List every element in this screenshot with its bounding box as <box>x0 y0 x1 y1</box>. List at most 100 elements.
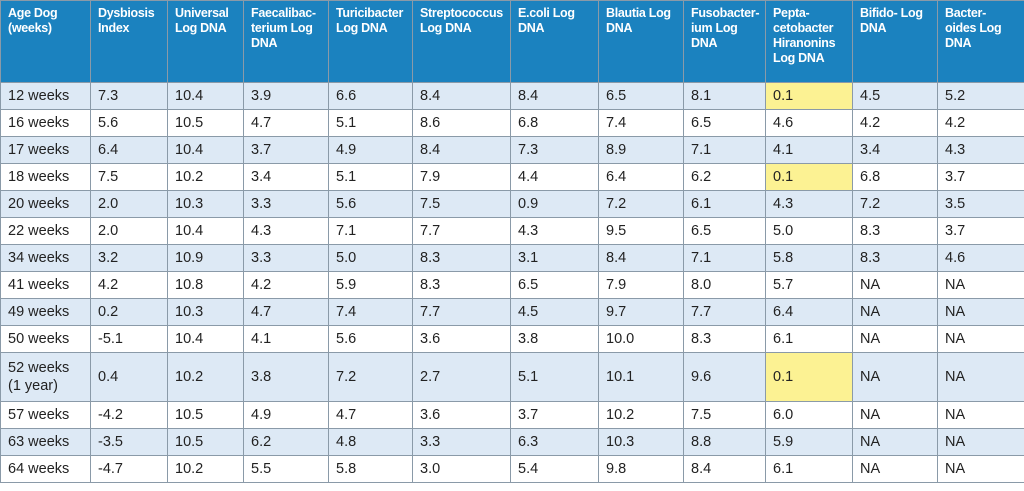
table-cell: 0.2 <box>90 298 168 326</box>
column-header: Streptococcus Log DNA <box>412 0 511 83</box>
table-cell: 4.6 <box>765 109 853 137</box>
table-cell: 9.6 <box>683 352 766 402</box>
column-header: Dysbiosis Index <box>90 0 168 83</box>
table-cell: 3.7 <box>937 217 1024 245</box>
column-header: Turicibacter Log DNA <box>328 0 413 83</box>
table-cell: 10.4 <box>167 325 244 353</box>
table-cell: NA <box>937 401 1024 429</box>
table-cell: NA <box>852 298 938 326</box>
table-cell: NA <box>937 352 1024 402</box>
table-cell: 3.6 <box>412 401 511 429</box>
table-cell: 3.7 <box>243 136 329 164</box>
table-body: 12 weeks 7.3 10.4 3.9 6.6 8.4 8.4 6.5 8.1 0.1 4.5 5… <box>0 82 1024 483</box>
row-label: 52 weeks (1 year) <box>0 352 91 402</box>
table-cell: 3.4 <box>852 136 938 164</box>
table-cell: 4.9 <box>328 136 413 164</box>
table-cell: 8.4 <box>412 136 511 164</box>
table-cell: 10.2 <box>598 401 684 429</box>
column-header: Bacter- oides Log DNA <box>937 0 1024 83</box>
table-row: 63 weeks -3.5 10.5 6.2 4.8 3.3 6.3 10.3 8.8 5.9 NA… <box>0 428 1024 456</box>
table-row: 22 weeks 2.0 10.4 4.3 7.1 7.7 4.3 9.5 6.5 5.0 8.3 3… <box>0 217 1024 245</box>
table-cell: 4.7 <box>243 109 329 137</box>
table-cell: 10.5 <box>167 401 244 429</box>
table-cell: NA <box>937 271 1024 299</box>
table-cell: 7.3 <box>90 82 168 110</box>
table-cell: 7.4 <box>328 298 413 326</box>
table-cell: 8.0 <box>683 271 766 299</box>
table-cell: 5.9 <box>328 271 413 299</box>
column-header: Bifido- Log DNA <box>852 0 938 83</box>
table-cell: 7.1 <box>683 244 766 272</box>
table-cell: 6.1 <box>765 325 853 353</box>
table-cell: NA <box>852 428 938 456</box>
table-cell: 4.2 <box>243 271 329 299</box>
table-cell: 8.4 <box>683 455 766 483</box>
table-cell: 6.6 <box>328 82 413 110</box>
column-header: Blautia Log DNA <box>598 0 684 83</box>
table-row: 50 weeks -5.1 10.4 4.1 5.6 3.6 3.8 10.0 8.3 6.1 NA… <box>0 325 1024 353</box>
table-cell: 7.9 <box>412 163 511 191</box>
table-cell: 4.1 <box>765 136 853 164</box>
table-cell: 4.7 <box>328 401 413 429</box>
table-cell: 0.1 <box>765 82 853 110</box>
table-cell: 4.9 <box>243 401 329 429</box>
table-cell: 7.2 <box>328 352 413 402</box>
table-cell: -4.7 <box>90 455 168 483</box>
table-cell: 10.2 <box>167 352 244 402</box>
table-cell: 3.6 <box>412 325 511 353</box>
table-cell: 4.7 <box>243 298 329 326</box>
table-cell: 3.4 <box>243 163 329 191</box>
table-cell: 7.3 <box>510 136 599 164</box>
column-header: Universal Log DNA <box>167 0 244 83</box>
table-cell: 9.8 <box>598 455 684 483</box>
table-cell: 3.9 <box>243 82 329 110</box>
table-cell: 5.0 <box>765 217 853 245</box>
table-cell: 7.7 <box>412 298 511 326</box>
table-cell: 6.8 <box>852 163 938 191</box>
table-cell: 4.2 <box>937 109 1024 137</box>
column-header: Faecalibac- terium Log DNA <box>243 0 329 83</box>
table-cell: 5.2 <box>937 82 1024 110</box>
table-cell: 5.6 <box>328 190 413 218</box>
table-cell: 5.7 <box>765 271 853 299</box>
table-cell: 0.9 <box>510 190 599 218</box>
table-cell: NA <box>852 352 938 402</box>
table-cell: 5.8 <box>765 244 853 272</box>
table-cell: 6.5 <box>510 271 599 299</box>
table-cell: 8.3 <box>852 244 938 272</box>
table-cell: 10.9 <box>167 244 244 272</box>
table-cell: 5.1 <box>328 163 413 191</box>
table-cell: 5.6 <box>90 109 168 137</box>
row-label: 49 weeks <box>0 298 91 326</box>
table-cell: 4.5 <box>852 82 938 110</box>
table-cell: 8.4 <box>510 82 599 110</box>
table-row: 20 weeks 2.0 10.3 3.3 5.6 7.5 0.9 7.2 6.1 4.3 7.2 3… <box>0 190 1024 218</box>
table-cell: 10.0 <box>598 325 684 353</box>
table-row: 16 weeks 5.6 10.5 4.7 5.1 8.6 6.8 7.4 6.5 4.6 4.2 4… <box>0 109 1024 137</box>
table-cell: 6.5 <box>598 82 684 110</box>
row-label: 63 weeks <box>0 428 91 456</box>
table-cell: -4.2 <box>90 401 168 429</box>
table-cell: 5.9 <box>765 428 853 456</box>
table-header: Age Dog (weeks) Dysbiosis Index Universal … <box>0 0 1024 83</box>
table-cell: 3.3 <box>412 428 511 456</box>
table-cell: 5.5 <box>243 455 329 483</box>
table-row: 18 weeks 7.5 10.2 3.4 5.1 7.9 4.4 6.4 6.2 0.1 6.8 3… <box>0 163 1024 191</box>
table-cell: 3.3 <box>243 244 329 272</box>
table-cell: 8.3 <box>412 244 511 272</box>
table-cell: 2.0 <box>90 217 168 245</box>
table-cell: 9.7 <box>598 298 684 326</box>
table-cell: 2.7 <box>412 352 511 402</box>
table-cell: 5.6 <box>328 325 413 353</box>
table-cell: 3.7 <box>937 163 1024 191</box>
table-cell: NA <box>852 455 938 483</box>
table-cell: 5.4 <box>510 455 599 483</box>
column-header: E.coli Log DNA <box>510 0 599 83</box>
table-cell: 7.9 <box>598 271 684 299</box>
column-header: Pepta- cetobacter Hiranonins Log DNA <box>765 0 853 83</box>
table-cell: 8.1 <box>683 82 766 110</box>
table-cell: 3.8 <box>510 325 599 353</box>
table-cell: 4.3 <box>243 217 329 245</box>
row-label: 57 weeks <box>0 401 91 429</box>
